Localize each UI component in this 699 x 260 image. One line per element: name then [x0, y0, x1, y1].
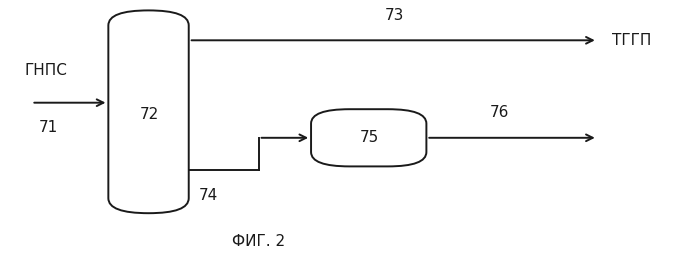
Text: 72: 72 — [139, 107, 159, 122]
FancyBboxPatch shape — [108, 10, 189, 213]
FancyBboxPatch shape — [311, 109, 426, 166]
Text: 71: 71 — [38, 120, 58, 135]
Text: ТГГП: ТГГП — [612, 33, 651, 48]
Text: 75: 75 — [359, 130, 379, 145]
Text: 74: 74 — [199, 187, 219, 203]
Text: 73: 73 — [385, 8, 405, 23]
Text: ГНПС: ГНПС — [24, 63, 67, 78]
Text: 76: 76 — [490, 105, 510, 120]
Text: ФИГ. 2: ФИГ. 2 — [232, 234, 285, 249]
